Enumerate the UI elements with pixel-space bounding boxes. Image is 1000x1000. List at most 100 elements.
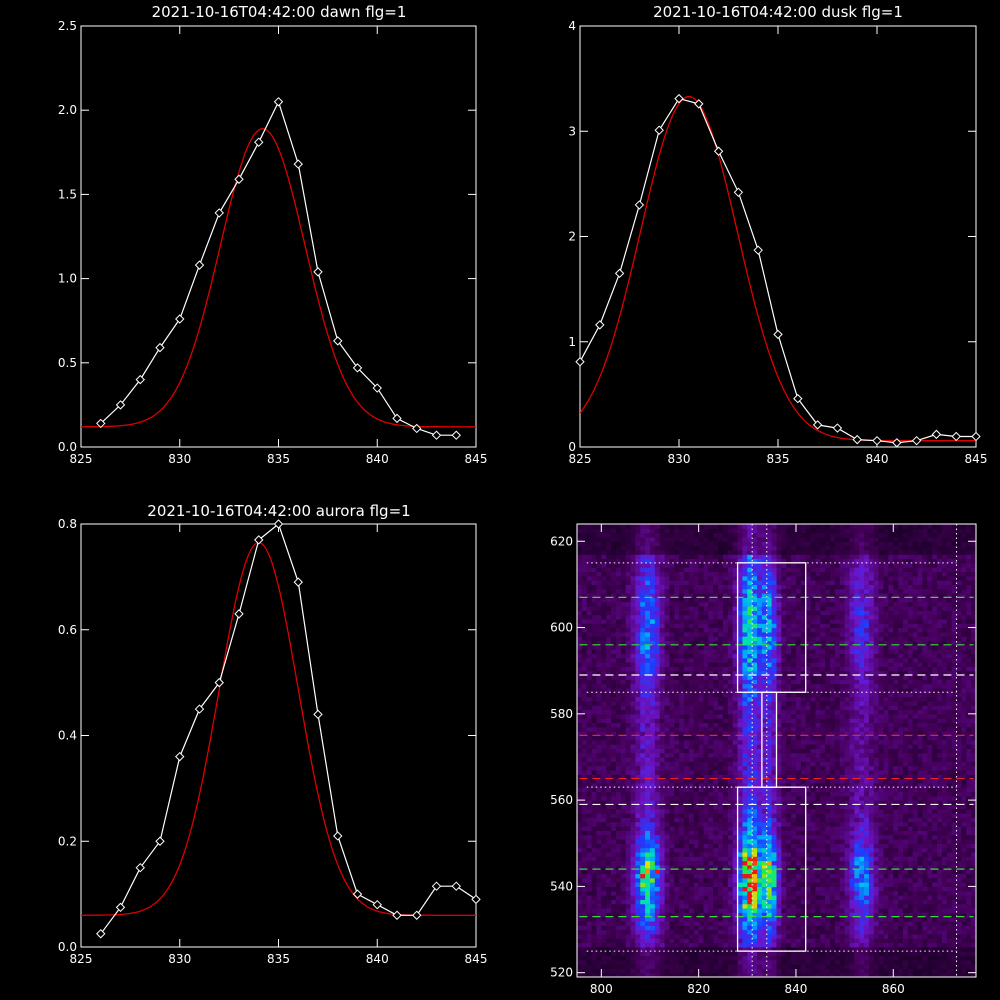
heatmap-cell — [630, 946, 636, 952]
heatmap-cell — [737, 670, 744, 676]
dusk-xtick-label: 830 — [668, 452, 691, 466]
heatmap-cell — [596, 549, 602, 555]
heatmap-cell — [795, 791, 802, 797]
heatmap-cell — [776, 631, 782, 637]
heatmap-cell — [752, 726, 758, 732]
heatmap-cell — [693, 700, 700, 706]
heatmap-cell — [698, 899, 705, 905]
heatmap-cell — [679, 838, 685, 844]
heatmap-cell — [713, 713, 719, 719]
heatmap-cell — [581, 601, 588, 607]
heatmap-cell — [625, 528, 632, 534]
heatmap-cell — [684, 627, 690, 633]
heatmap-cell — [752, 735, 758, 741]
heatmap-cell — [781, 838, 787, 844]
heatmap-cell — [781, 899, 787, 905]
heatmap-cell — [654, 907, 661, 913]
heatmap-cell — [752, 886, 758, 892]
heatmap-cell — [586, 623, 593, 629]
heatmap-cell — [752, 890, 758, 896]
heatmap-cell — [693, 618, 700, 624]
heatmap-cell — [640, 864, 646, 870]
heatmap-cell — [684, 748, 690, 754]
heatmap-cell — [727, 558, 734, 564]
heatmap-cell — [732, 597, 739, 603]
heatmap-cell — [732, 830, 739, 836]
heatmap-cell — [615, 687, 622, 693]
heatmap-cell — [654, 640, 661, 646]
heatmap-cell — [766, 610, 773, 616]
heatmap-cell — [635, 705, 641, 711]
heatmap-cell — [708, 649, 714, 655]
heatmap-cell — [630, 834, 636, 840]
heatmap-cell — [649, 571, 656, 577]
heatmap-cell — [654, 709, 661, 715]
heatmap-cell — [766, 683, 773, 689]
heatmap-cell — [591, 774, 598, 780]
heatmap-cell — [708, 597, 714, 603]
heatmap-cell — [679, 942, 685, 948]
heatmap-cell — [737, 554, 744, 560]
heatmap-cell — [737, 920, 744, 926]
heatmap-cell — [722, 843, 729, 849]
heatmap-cell — [581, 588, 588, 594]
heatmap-cell — [703, 912, 709, 918]
heatmap-cell — [586, 968, 593, 974]
heatmap-cell — [742, 670, 748, 676]
heatmap-cell — [718, 916, 724, 922]
heatmap-cell — [645, 739, 651, 745]
heatmap-cell — [727, 830, 734, 836]
heatmap-cell — [625, 627, 632, 633]
heatmap-cell — [761, 774, 768, 780]
heatmap-cell — [645, 882, 651, 887]
heatmap-cell — [601, 830, 607, 836]
heatmap-cell — [596, 817, 602, 823]
heatmap-cell — [718, 739, 724, 745]
heatmap-cell — [693, 549, 700, 555]
heatmap-cell — [747, 787, 753, 793]
heatmap-cell — [640, 787, 646, 793]
heatmap-cell — [737, 903, 744, 909]
heatmap-cell — [630, 925, 636, 931]
heatmap-cell — [757, 800, 763, 806]
heatmap-cell — [654, 752, 661, 758]
heatmap-cell — [601, 627, 607, 633]
heatmap-cell — [776, 916, 782, 922]
heatmap-cell — [703, 545, 709, 551]
heatmap-cell — [620, 584, 627, 590]
heatmap-cell — [649, 907, 656, 913]
heatmap-cell — [737, 769, 744, 775]
heatmap-cell — [586, 605, 593, 611]
dusk-plot-title: 2021-10-16T04:42:00 dusk flg=1 — [653, 3, 903, 21]
heatmap-cell — [771, 933, 778, 939]
heatmap-cell — [630, 955, 636, 961]
heatmap-cell — [625, 683, 632, 689]
heatmap-cell — [713, 666, 719, 672]
heatmap-cell — [654, 929, 661, 935]
heatmap-cell — [718, 541, 724, 547]
heatmap-cell — [703, 826, 709, 831]
heatmap-cell — [625, 933, 632, 939]
heatmap-cell — [577, 834, 583, 840]
heatmap-cell — [654, 524, 661, 529]
heatmap-cell — [742, 864, 748, 870]
heatmap-cell — [771, 826, 778, 831]
heatmap-cell — [727, 843, 734, 849]
heatmap-cell — [674, 601, 680, 607]
heatmap-cell — [761, 623, 768, 629]
heatmap-cell — [766, 873, 773, 879]
dawn-data-point — [293, 159, 303, 169]
heatmap-cell — [795, 718, 802, 724]
heatmap-cell — [752, 571, 758, 577]
heatmap-cell — [625, 972, 632, 978]
aurora-data-point — [214, 677, 224, 688]
heatmap-cell — [615, 545, 622, 551]
heatmap-cell — [620, 666, 627, 672]
heatmap-cell — [761, 851, 768, 857]
heatmap-cell — [581, 571, 588, 577]
heatmap-cell — [659, 554, 666, 560]
heatmap-cell — [684, 528, 690, 534]
heatmap-cell — [640, 709, 646, 715]
heatmap-cell — [591, 830, 598, 836]
heatmap-cell — [601, 761, 607, 767]
